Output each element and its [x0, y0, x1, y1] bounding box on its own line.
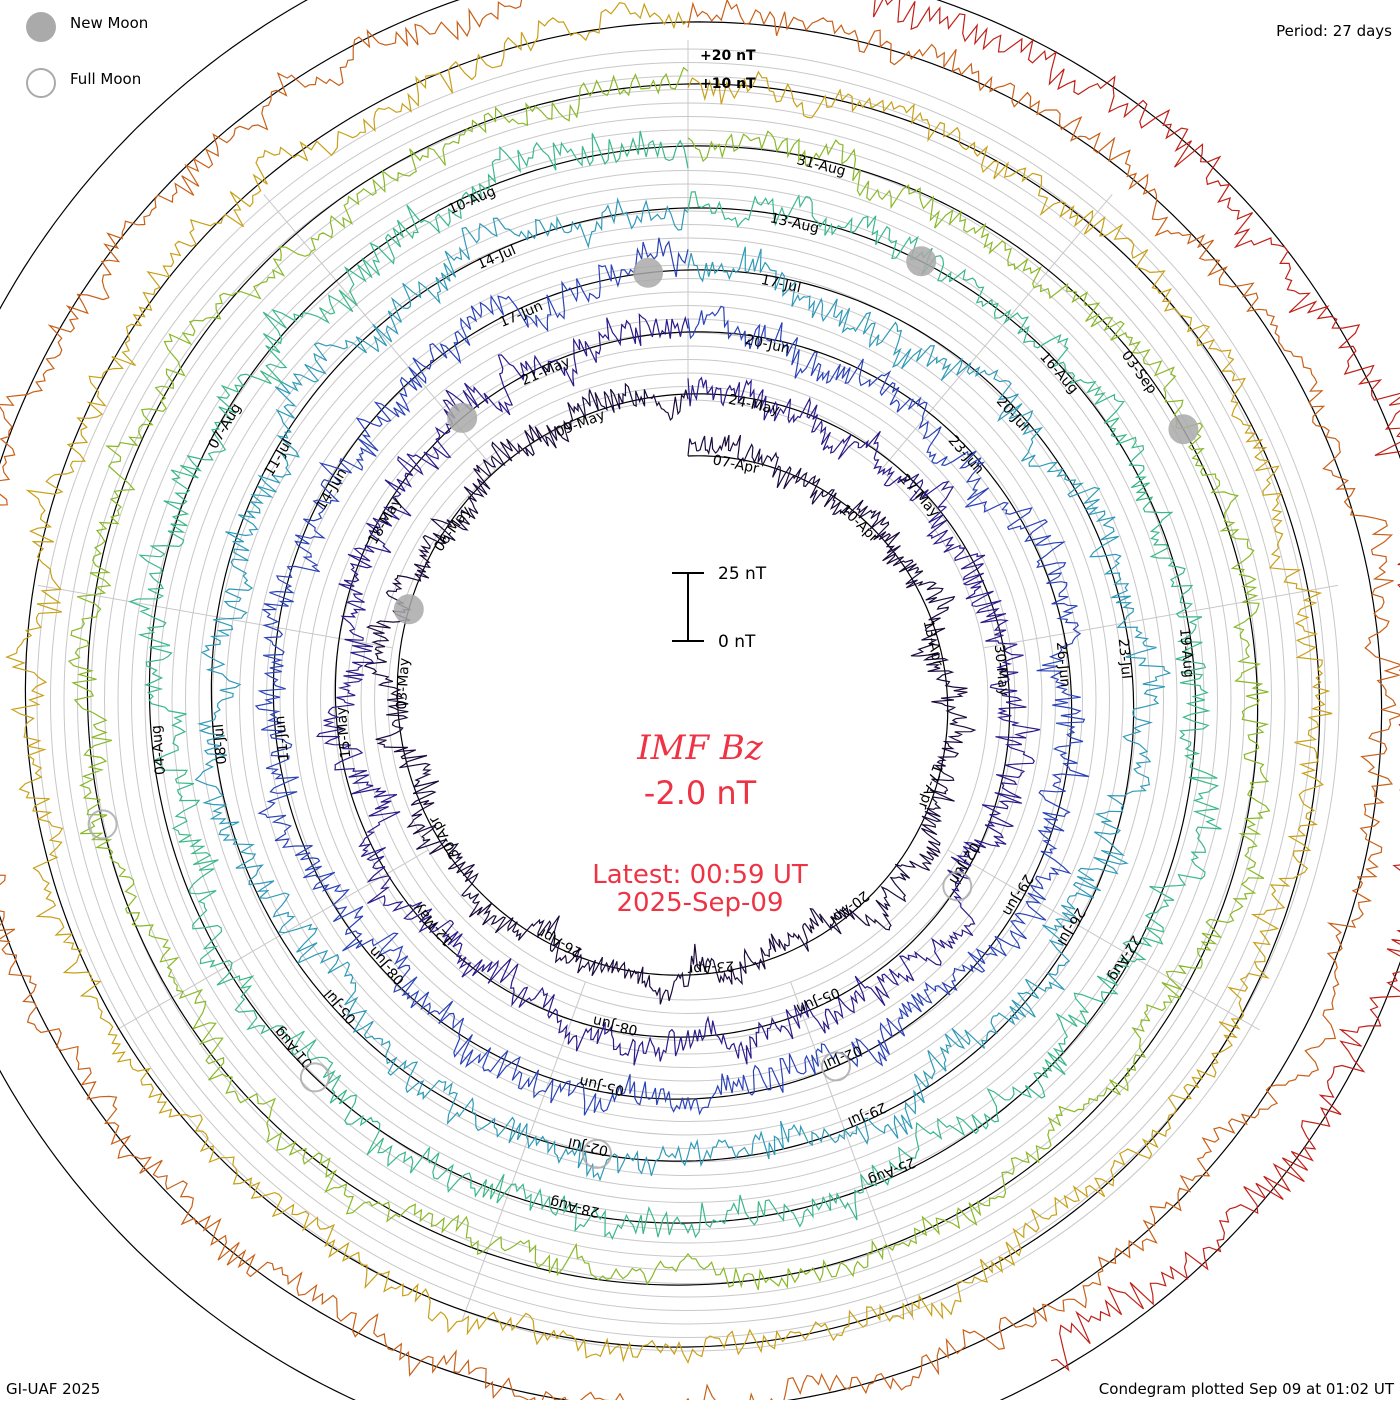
new-moon-legend-icon: [26, 12, 56, 42]
date-label-turn1-7: 30-Apr: [426, 813, 463, 862]
full-moon-marker-3: [821, 1051, 851, 1082]
full-moon-legend-label: Full Moon: [70, 70, 142, 88]
full-moon-marker-1: [942, 871, 973, 902]
grid-ring-9: [266, 278, 1110, 1122]
date-label-turn3-9: 17-Jun: [497, 298, 545, 331]
full-moon-legend-icon: [26, 68, 56, 98]
date-label-turn4-2: 23-Jul: [1115, 638, 1135, 680]
series-trace-turn-9: [872, 0, 1400, 1372]
grid-spoke-2: [983, 584, 1339, 649]
scale-bar-top-label: 25 nT: [718, 564, 767, 584]
date-label-turn4-9: 14-Jul: [475, 242, 519, 273]
new-moon-marker-4: [633, 257, 664, 288]
date-label-turn3-7: 11-Jun: [272, 715, 292, 762]
date-label-turn1-0: 07-Apr: [711, 452, 760, 477]
date-label-turn4-8: 11-Jul: [261, 436, 295, 479]
full-moon-marker-7: [299, 1062, 330, 1093]
new-moon-legend-label: New Moon: [70, 14, 149, 32]
period-label: Period: 27 days: [1276, 22, 1392, 40]
scale-bar: [672, 572, 704, 642]
grid-spoke-1: [880, 194, 1113, 471]
new-moon-marker-8: [1168, 414, 1199, 445]
date-label-turn1-1: 10-Apr: [837, 502, 882, 546]
date-label-turn3-0: 20-Jun: [744, 332, 792, 358]
footer-plotted: Condegram plotted Sep 09 at 01:02 UT: [1098, 1380, 1394, 1398]
series-trace-turn-6: [67, 66, 1271, 1291]
ring-label-10: +10 nT: [700, 76, 756, 92]
center-latest-date: 2025-Sep-09: [616, 888, 784, 918]
new-moon-marker-6: [906, 246, 937, 277]
date-label-turn4-7: 08-Jul: [211, 723, 231, 765]
grid-spoke-3: [947, 849, 1260, 1031]
date-label-turn5-8: 07-Aug: [206, 401, 245, 452]
date-label-turn1-5: 23-Apr: [687, 957, 735, 977]
date-label-turn3-4: 02-Jul: [821, 1042, 865, 1073]
date-label-turn5-4: 25-Aug: [866, 1154, 918, 1189]
date-label-turn2-7: 15-May: [334, 706, 355, 759]
full-moon-marker-5: [582, 1138, 612, 1169]
footer-credit: GI-UAF 2025: [6, 1380, 101, 1398]
grid-spoke-6: [116, 849, 429, 1031]
series-trace-turn-1: [363, 382, 977, 1005]
date-label-turn5-1: 16-Aug: [1036, 349, 1081, 397]
date-label-turn5-2: 19-Aug: [1176, 627, 1197, 678]
date-label-turn5-7: 04-Aug: [149, 724, 170, 775]
center-value: -2.0 nT: [643, 774, 757, 812]
new-moon-marker-0: [393, 594, 424, 625]
date-label-turn4-0: 17-Jul: [759, 272, 802, 296]
series-trace-turn-3: [254, 237, 1089, 1116]
date-label-turn6-1: 03-Sep: [1118, 348, 1160, 397]
date-label-turn1-10: 09-May: [553, 407, 607, 441]
date-label-turn1-8: 03-May: [394, 657, 413, 710]
date-label-turn2-1: 27-May: [896, 471, 942, 520]
full-moon-marker-9: [87, 809, 118, 840]
series-trace-turn-7: [5, 2, 1333, 1364]
center-title: IMF Bz: [637, 728, 763, 768]
center-latest-time: Latest: 00:59 UT: [592, 860, 808, 890]
scale-bar-bottom-label: 0 nT: [718, 632, 756, 652]
date-label-turn2-2: 30-May: [991, 644, 1012, 697]
grid-ring-7: [293, 305, 1083, 1095]
new-moon-marker-2: [447, 402, 478, 433]
grid-ring-2: [360, 372, 1016, 1028]
date-label-turn1-3: 17-Apr: [915, 762, 946, 812]
ring-label-20: +20 nT: [700, 48, 756, 64]
series-trace-turn-4: [194, 197, 1172, 1182]
date-label-turn2-8: 18-May: [365, 495, 405, 548]
grid-spoke-4: [790, 981, 915, 1321]
series-trace-turn-2: [315, 313, 1041, 1066]
moon-layer: [87, 246, 1199, 1169]
date-label-turn1-6: 26-Apr: [536, 924, 585, 960]
grid-spoke-7: [37, 584, 393, 649]
date-label-turn6-0: 31-Aug: [795, 152, 847, 180]
date-label-turn3-2: 26-Jun: [1053, 641, 1073, 688]
series-trace-turn-5: [128, 130, 1222, 1241]
date-label-turn5-5: 28-Aug: [549, 1193, 601, 1220]
date-label-turn2-9: 21-May: [519, 354, 573, 389]
